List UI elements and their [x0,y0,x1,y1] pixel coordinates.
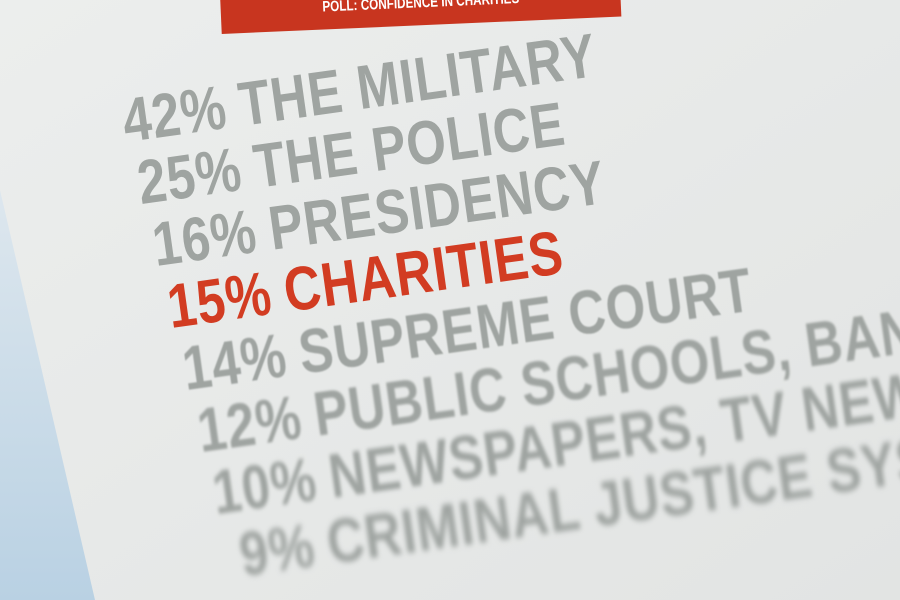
item-gap [319,498,332,500]
item-gap [244,188,257,190]
item-percent: 9% [235,511,320,591]
item-gap [317,564,330,566]
item-gap [229,126,242,128]
item-gap [274,312,287,314]
header-title: POLL: CONFIDENCE IN CHARITIES [321,0,520,16]
item-gap [289,374,302,376]
item-gap [304,436,317,438]
item-gap [259,250,272,252]
